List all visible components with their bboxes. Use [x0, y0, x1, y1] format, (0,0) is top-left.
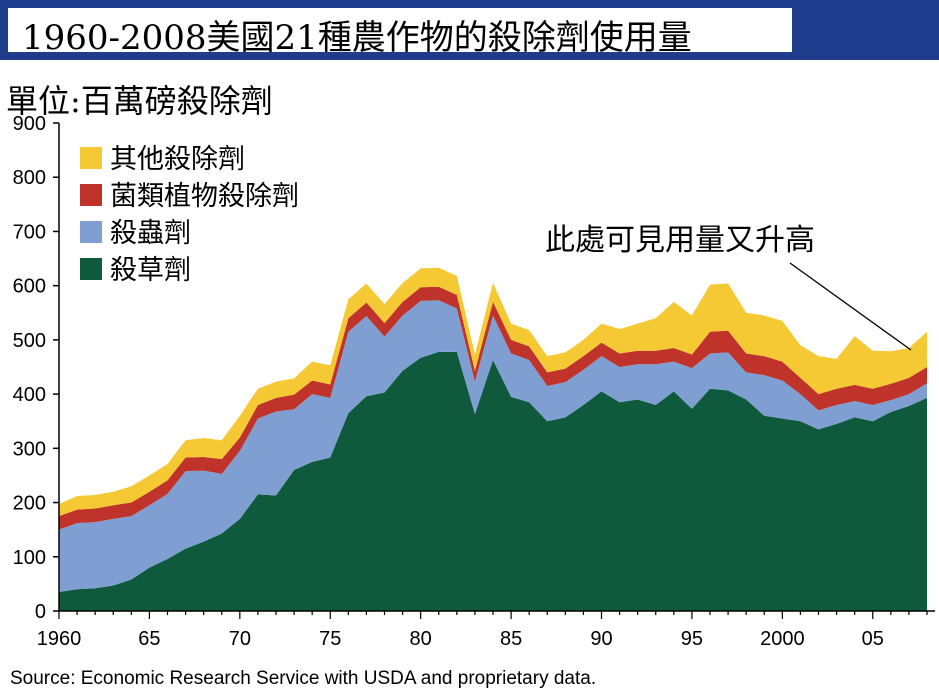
y-tick-label: 500 — [13, 330, 46, 352]
header-bar: 1960-2008美國21種農作物的殺除劑使用量 — [0, 0, 939, 60]
x-tick-label: 2000 — [760, 628, 805, 650]
y-tick-label: 300 — [13, 438, 46, 460]
x-tick-label: 1960 — [37, 628, 82, 650]
chart-title: 1960-2008美國21種農作物的殺除劑使用量 — [22, 18, 692, 58]
legend-swatch-herbicide — [80, 258, 102, 280]
x-tick-label: 90 — [590, 628, 612, 650]
x-tick-label: 85 — [500, 628, 522, 650]
y-tick-label: 400 — [13, 384, 46, 406]
y-tick-label: 700 — [13, 221, 46, 243]
y-tick-label: 600 — [13, 276, 46, 298]
legend-label-insecticide: 殺蟲劑 — [110, 218, 191, 249]
y-tick-label: 200 — [13, 493, 46, 515]
legend-swatch-insecticide — [80, 221, 102, 243]
x-tick-label: 95 — [681, 628, 703, 650]
x-tick-label: 65 — [138, 628, 160, 650]
x-tick-label: 05 — [862, 628, 884, 650]
title-box: 1960-2008美國21種農作物的殺除劑使用量 — [8, 8, 792, 58]
series-area-fungicide — [59, 286, 927, 530]
y-tick-label: 800 — [13, 167, 46, 189]
annotation-text: 此處可見用量又升高 — [545, 223, 815, 258]
legend-label-fungicide: 菌類植物殺除劑 — [110, 181, 299, 212]
x-tick-label: 75 — [319, 628, 341, 650]
x-tick-label: 70 — [229, 628, 251, 650]
legend-swatch-fungicide — [80, 184, 102, 206]
y-tick-label: 100 — [13, 547, 46, 569]
annotation-pointer — [789, 262, 912, 351]
legend-swatch-other — [80, 147, 102, 169]
y-tick-label: 0 — [35, 601, 46, 623]
source-note: Source: Economic Research Service with U… — [10, 668, 597, 689]
x-tick-label: 80 — [410, 628, 432, 650]
series-area-herbicide — [59, 351, 927, 611]
legend-label-other: 其他殺除劑 — [110, 144, 245, 175]
series-area-other — [59, 267, 927, 517]
series-area-insecticide — [59, 300, 927, 593]
y-tick-label: 900 — [13, 113, 46, 135]
unit-label: 單位:百萬磅殺除劑 — [6, 82, 273, 120]
legend-label-herbicide: 殺草劑 — [110, 255, 191, 286]
